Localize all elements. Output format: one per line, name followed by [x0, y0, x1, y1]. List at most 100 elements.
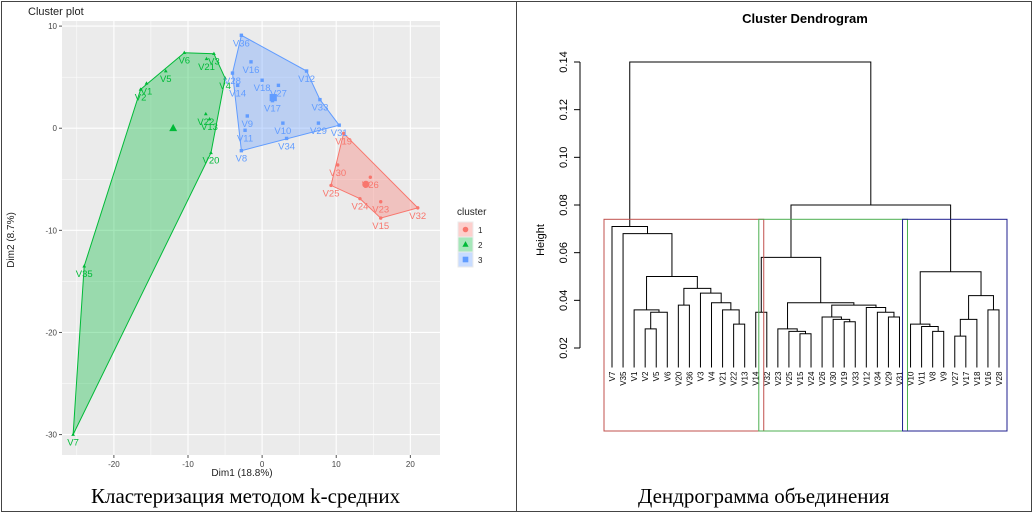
point-label: V13	[201, 122, 218, 133]
dendrogram-branch	[611, 225, 649, 368]
point-label: V3	[208, 57, 220, 68]
data-point	[209, 150, 213, 155]
dendrogram-branch	[699, 292, 722, 368]
data-point	[341, 131, 346, 136]
cluster-plot-ylabel: Dim2 (8.7%)	[6, 212, 17, 268]
point-label: V29	[310, 126, 327, 137]
point-label: V34	[278, 141, 295, 152]
point-label: V1	[141, 86, 153, 97]
dendrogram-branch	[821, 316, 842, 368]
dendrogram-branch	[677, 304, 690, 368]
dendrogram-branch	[755, 311, 768, 368]
dendrogram-branch	[711, 302, 732, 368]
legend-symbol	[462, 226, 469, 233]
leaf-label: V19	[840, 371, 849, 386]
leaf-label: V28	[995, 371, 1004, 386]
leaf-label: V22	[730, 371, 739, 386]
x-tick-label: -20	[108, 460, 120, 469]
dendrogram-branch	[959, 318, 978, 368]
cluster-rectangle-1	[603, 218, 765, 432]
dendrogram-branch	[831, 304, 877, 318]
y-tick-label: 0.14	[558, 51, 570, 72]
data-point	[245, 114, 249, 118]
cluster-hull-2	[72, 52, 226, 435]
dendrogram-branch	[722, 309, 740, 368]
dendrogram-branch	[921, 326, 939, 368]
data-point	[182, 50, 187, 55]
leaf-label: V32	[763, 371, 772, 386]
data-point	[249, 60, 253, 64]
leaf-label: V4	[708, 371, 717, 381]
point-label: V27	[270, 88, 287, 99]
left-caption: Кластеризация методом k-средних	[91, 484, 401, 508]
dendrogram-branch	[954, 335, 967, 368]
data-point	[358, 196, 362, 201]
right-caption: Дендрограмма объединения	[638, 484, 890, 508]
point-label: V28	[224, 76, 241, 87]
point-label: V21	[198, 62, 215, 73]
data-point	[243, 128, 247, 132]
leaf-label: V18	[973, 371, 982, 386]
data-point	[318, 97, 322, 102]
leaf-label: V33	[851, 371, 860, 386]
dendrogram-branch	[683, 287, 712, 306]
panel-divider	[516, 1, 517, 512]
dendrogram-branch	[932, 330, 945, 368]
legend-label: 1	[478, 226, 483, 235]
data-point	[235, 83, 240, 88]
dendrogram-chart: Cluster Dendrogram Height 0.02 0.04 0.06 0.…	[535, 11, 1008, 432]
dendrogram-branch	[633, 309, 660, 368]
data-point	[260, 78, 264, 82]
dendrogram-branch	[968, 295, 994, 320]
cluster-plot-marks: -20 -10 0 10 20 10 0 -10 -20 -30 V19 V30 V26 V25 V24 V2…	[45, 21, 483, 469]
dendrogram-branch	[910, 323, 931, 368]
point-label: V14	[229, 88, 246, 99]
y-tick-label: -30	[45, 431, 57, 440]
point-label: V5	[160, 74, 172, 85]
data-point	[144, 81, 149, 85]
dendrogram-branch	[777, 328, 798, 368]
cluster-hull-1	[330, 132, 419, 219]
cluster-plot-chart: Cluster plot Dim1 (18.8%) Dim2 (8.7%) cl…	[6, 6, 487, 479]
dendrogram-branch	[787, 302, 855, 329]
point-label: V32	[409, 211, 426, 222]
leaf-label: V30	[829, 371, 838, 386]
dendrogram-branch	[650, 311, 668, 368]
leaf-label: V26	[818, 371, 827, 386]
data-point	[329, 183, 333, 188]
point-label: V9	[241, 119, 253, 130]
leaf-label: V23	[774, 371, 783, 386]
dendrogram-branch	[760, 256, 822, 313]
legend-symbol	[462, 256, 469, 263]
dendrogram-branch	[629, 61, 872, 227]
data-point	[212, 51, 216, 56]
cluster-plot-xlabel: Dim1 (18.8%)	[211, 468, 272, 479]
y-tick-label: 10	[48, 22, 57, 31]
leaf-label: V10	[907, 371, 916, 386]
data-point	[207, 116, 212, 121]
dendrogram-branch	[887, 316, 900, 368]
leaf-label: V17	[962, 371, 971, 386]
data-point	[230, 71, 235, 75]
cluster-centroid-1	[362, 180, 370, 188]
y-tick-label: 0	[53, 124, 58, 133]
point-label: V16	[243, 65, 260, 76]
dendrogram-branch	[644, 328, 657, 368]
dendrogram-branch	[919, 271, 982, 325]
cluster-plot-title: Cluster plot	[28, 6, 84, 18]
data-point	[337, 123, 341, 127]
leaf-label: V35	[619, 371, 628, 386]
y-tick-label: -10	[45, 226, 57, 235]
legend-symbol	[462, 241, 469, 247]
leaf-label: V27	[951, 371, 960, 386]
leaf-label: V29	[884, 371, 893, 386]
point-label: V35	[76, 269, 93, 280]
point-label: V36	[233, 38, 250, 49]
x-tick-label: 10	[332, 460, 341, 469]
point-label: V12	[298, 74, 315, 85]
point-label: V8	[236, 154, 248, 165]
dendrogram-branch	[799, 333, 812, 368]
data-point	[368, 175, 373, 179]
y-tick-label: 0.02	[558, 337, 570, 358]
data-point	[379, 216, 383, 220]
